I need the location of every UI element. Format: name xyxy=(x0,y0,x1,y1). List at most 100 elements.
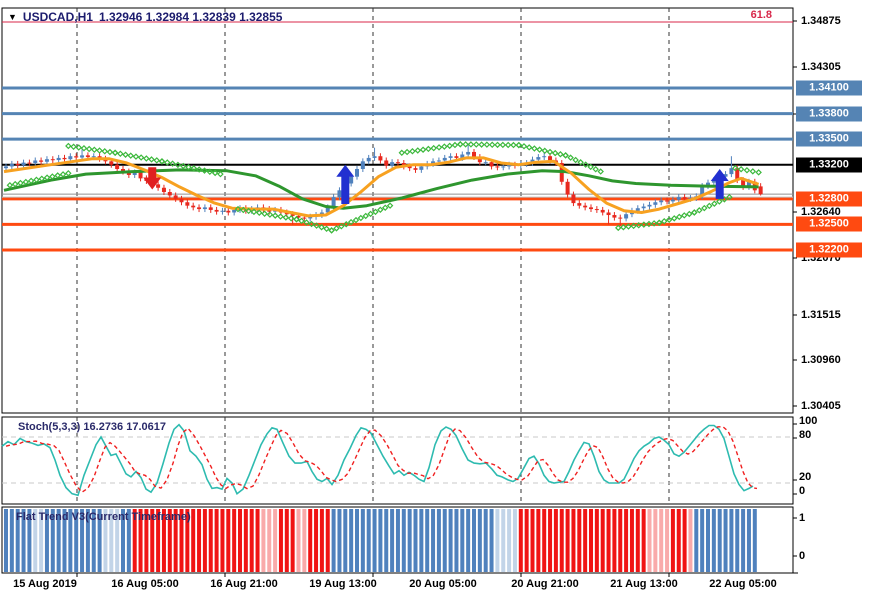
flat-trend-bar xyxy=(530,509,535,572)
candle-bull xyxy=(641,206,646,209)
flat-trend-bar xyxy=(665,509,670,572)
flat-trend-bar xyxy=(355,509,359,572)
candle-bull xyxy=(670,199,675,202)
candle-bull xyxy=(460,154,465,158)
candle-bear xyxy=(548,156,553,161)
channel-diamond xyxy=(287,215,295,222)
channel-diamond xyxy=(686,210,693,218)
fib-level-label: 61.8 xyxy=(750,9,772,21)
flat-scale-label: 1 xyxy=(799,512,806,524)
channel-diamond xyxy=(240,206,247,214)
channel-diamond xyxy=(22,178,30,186)
candle-bull xyxy=(647,204,652,207)
flat-trend-bar xyxy=(349,509,354,572)
flat-trend-bar xyxy=(700,509,705,572)
channel-diamond xyxy=(342,220,350,228)
flat-trend-bar xyxy=(729,509,734,572)
channel-diamond xyxy=(499,141,507,149)
channel-diamond xyxy=(158,158,166,165)
candle-bear xyxy=(378,156,383,161)
channel-diamond xyxy=(217,170,224,178)
channel-diamond xyxy=(245,207,252,215)
candle-bear xyxy=(62,157,67,160)
candle-bull xyxy=(91,156,96,158)
candle-bear xyxy=(191,205,196,208)
channel-diamond xyxy=(206,168,214,176)
candle-bear xyxy=(290,214,295,216)
flat-trend-bar xyxy=(589,509,593,572)
flat-trend-bar xyxy=(226,509,231,572)
date-axis-label: 22 Aug 05:00 xyxy=(709,578,777,590)
candle-bear xyxy=(735,168,740,181)
flat-trend-bar xyxy=(156,509,161,572)
channel-diamond xyxy=(298,217,305,225)
candle-bull xyxy=(372,156,377,158)
channel-diamond xyxy=(515,141,523,149)
flat-trend-bar xyxy=(202,509,207,572)
channel-diamond xyxy=(409,148,416,155)
symbol-dropdown-icon[interactable]: ▼ xyxy=(8,11,17,22)
flat-trend-bar xyxy=(606,509,611,572)
flat-trend-bar xyxy=(238,509,242,572)
flat-trend-bar xyxy=(594,509,599,572)
channel-diamond xyxy=(381,204,389,211)
flat-trend-bar xyxy=(501,509,506,572)
channel-diamond xyxy=(546,148,554,156)
buy-arrow-icon xyxy=(336,164,355,204)
channel-diamond xyxy=(190,165,198,172)
price-level-badge: 1.32200 xyxy=(796,242,862,258)
flat-trend-bar xyxy=(372,509,377,572)
flat-trend-bar xyxy=(612,509,617,572)
flat-trend-bar xyxy=(384,509,389,572)
flat-trend-bar xyxy=(232,509,237,572)
channel-diamond xyxy=(372,208,379,216)
flat-trend-bar xyxy=(635,509,640,572)
flat-trend-bar xyxy=(50,509,55,572)
candle-bear xyxy=(665,200,670,202)
flat-trend-bar xyxy=(121,509,125,572)
channel-diamond xyxy=(446,142,453,150)
candle-bull xyxy=(536,157,541,160)
flat-trend-bar xyxy=(255,509,260,572)
channel-diamond xyxy=(122,151,129,158)
channel-diamond xyxy=(473,141,480,148)
candle-bull xyxy=(466,151,471,155)
channel-diamond xyxy=(398,149,406,157)
date-axis-label: 20 Aug 05:00 xyxy=(409,578,477,590)
flat-trend-bar xyxy=(407,509,412,572)
flat-trend-bar xyxy=(618,509,623,572)
flat-trend-bar xyxy=(56,509,61,572)
flat-trend-bar xyxy=(741,509,746,572)
main-plot-frame xyxy=(1,7,794,414)
candle-bear xyxy=(477,157,482,163)
flat-trend-bar xyxy=(220,509,225,572)
channel-diamond xyxy=(271,212,279,219)
candle-bear xyxy=(50,159,55,161)
channel-diamond xyxy=(676,213,683,221)
channel-diamond xyxy=(625,223,632,230)
channel-diamond xyxy=(711,200,718,207)
channel-diamond xyxy=(313,222,320,229)
flat-trend-bar xyxy=(524,509,529,572)
candle-bear xyxy=(167,192,172,196)
stochastic-indicator-label: Stoch(5,3,3) 16.2736 17.0617 xyxy=(18,421,166,433)
date-axis-label: 20 Aug 21:00 xyxy=(511,578,579,590)
flat-trend-bar xyxy=(278,509,283,572)
channel-diamond xyxy=(681,212,688,219)
ma-slow-line xyxy=(3,168,759,210)
candle-bear xyxy=(138,172,143,179)
flat-trend-bar xyxy=(688,509,693,572)
channel-diamond xyxy=(435,144,443,151)
flat-trend-bar xyxy=(360,509,365,572)
channel-diamond xyxy=(65,170,72,177)
flat-trend-bar xyxy=(331,509,336,572)
candle-bull xyxy=(501,166,506,168)
channel-diamond xyxy=(308,220,315,228)
candle-bear xyxy=(27,162,32,164)
channel-diamond xyxy=(650,220,658,227)
candle-bull xyxy=(360,161,365,169)
candle-bear xyxy=(39,160,44,162)
channel-diamond xyxy=(261,210,268,217)
flat-trend-bar xyxy=(325,509,330,572)
